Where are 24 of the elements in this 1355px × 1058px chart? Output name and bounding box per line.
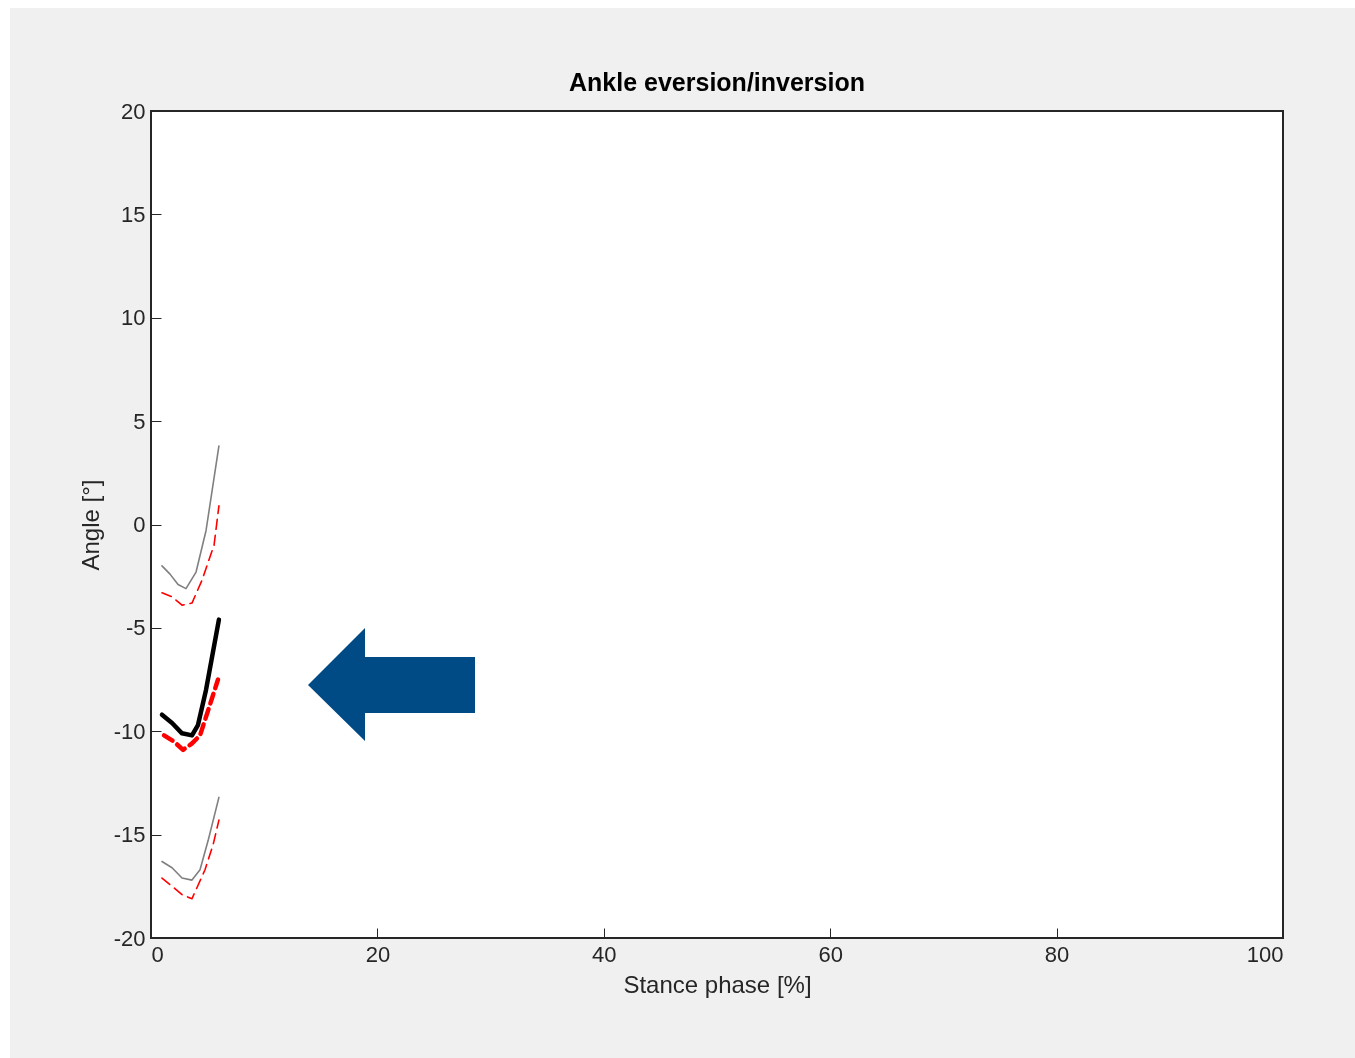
line-series <box>161 796 220 881</box>
y-tick-label: 0 <box>133 512 146 537</box>
line-series <box>161 505 220 606</box>
x-tick-label: 0 <box>151 941 164 967</box>
x-tick-label: 60 <box>818 941 843 967</box>
y-axis-title: Angle [°] <box>76 479 104 571</box>
y-tick-label: 10 <box>121 305 146 331</box>
x-tick-label: 100 <box>1246 941 1284 967</box>
chart-title: Ankle eversion/inversion <box>569 68 865 96</box>
line-series <box>161 677 221 753</box>
y-tick-label: -20 <box>113 925 146 951</box>
line-series <box>161 819 220 900</box>
y-tick-label: 15 <box>121 201 146 227</box>
line-series <box>159 617 222 738</box>
x-tick-label: 80 <box>1044 941 1070 967</box>
x-axis-title: Stance phase [%] <box>623 970 812 998</box>
y-tick-label: -5 <box>125 615 146 641</box>
y-tick-label: -10 <box>113 718 146 744</box>
line-series <box>161 445 220 590</box>
x-tick-label: 20 <box>365 941 391 967</box>
x-tick-label: 40 <box>592 941 617 967</box>
y-tick-label: 20 <box>121 98 146 124</box>
y-tick-label: 5 <box>133 408 146 434</box>
y-tick-label: -15 <box>113 822 146 848</box>
